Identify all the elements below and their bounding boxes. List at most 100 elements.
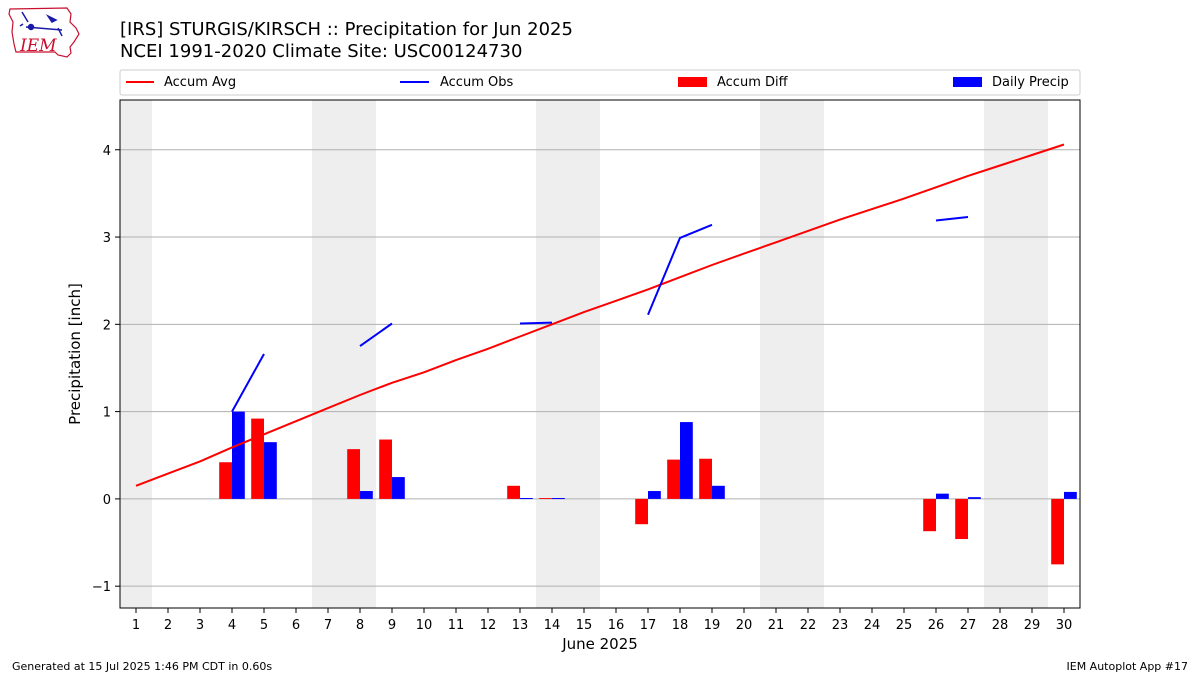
x-tick-label: 16 <box>608 618 625 633</box>
x-tick-label: 23 <box>832 618 849 633</box>
weekend-band <box>536 100 568 608</box>
y-axis-label: Precipitation [inch] <box>66 283 84 425</box>
x-tick-label: 19 <box>704 618 721 633</box>
daily-precip-bar <box>968 497 981 499</box>
x-tick-label: 21 <box>768 618 785 633</box>
grid-lines <box>120 149 1080 587</box>
weekend-band <box>312 100 344 608</box>
y-tick-label: 2 <box>103 318 111 333</box>
accum-obs-line <box>647 223 713 316</box>
legend-box <box>119 69 1081 96</box>
weather-station-icon <box>19 11 63 37</box>
daily-precip-bar <box>712 485 725 499</box>
x-tick-label: 8 <box>356 618 364 633</box>
accum-obs-line <box>359 322 393 347</box>
accum-obs-line <box>231 353 265 413</box>
logo-text: IEM <box>19 36 57 56</box>
accum-diff-bar <box>635 498 648 525</box>
legend: Accum Avg Accum Obs Accum Diff Daily Pre… <box>119 69 1081 96</box>
daily-precip-bar <box>360 491 373 499</box>
daily-precip-bar <box>1064 491 1077 499</box>
accum-diff-bar <box>379 439 392 499</box>
accum-diff-bar <box>1051 498 1064 565</box>
legend-swatch-accum-diff <box>678 77 707 87</box>
x-axis-ticks: 1 2 3 4 5 6 7 8 9 10 11 12 13 14 15 16 17 18 19 20 21 22 23 24 2… <box>132 608 1072 633</box>
x-tick-label: 4 <box>228 618 236 633</box>
x-tick-label: 27 <box>960 618 977 633</box>
weekend-band <box>760 100 792 608</box>
x-tick-label: 3 <box>196 618 204 633</box>
x-tick-label: 13 <box>512 618 529 633</box>
x-tick-label: 17 <box>640 618 657 633</box>
weekend-band <box>792 100 824 608</box>
y-axis-ticks: −1 0 1 2 3 4 <box>92 144 120 595</box>
x-tick-label: 14 <box>544 618 561 633</box>
x-tick-label: 15 <box>576 618 593 633</box>
y-tick-label: 3 <box>103 231 111 246</box>
daily-precip-bar <box>392 477 405 499</box>
daily-precip-bar <box>232 411 245 499</box>
x-tick-label: 1 <box>132 618 140 633</box>
x-tick-label: 30 <box>1056 618 1073 633</box>
weekend-band <box>984 100 1016 608</box>
chart-subtitle: NCEI 1991-2020 Climate Site: USC00124730 <box>120 41 522 62</box>
legend-label-daily-precip: Daily Precip <box>992 75 1069 90</box>
accum-diff-bar <box>347 449 360 499</box>
line-series <box>135 143 1065 487</box>
y-tick-label: −1 <box>92 580 111 595</box>
accum-obs-line <box>935 216 969 222</box>
daily-precip-bar <box>520 498 533 500</box>
x-tick-label: 2 <box>164 618 172 633</box>
chart-title: [IRS] STURGIS/KIRSCH :: Precipitation fo… <box>120 19 573 40</box>
x-tick-label: 24 <box>864 618 881 633</box>
accum-diff-bar <box>923 498 936 532</box>
legend-label-accum-avg: Accum Avg <box>164 75 236 90</box>
footer-app: IEM Autoplot App #17 <box>1067 660 1189 673</box>
weekend-shading <box>120 100 1048 608</box>
weekend-band <box>1016 100 1048 608</box>
x-tick-label: 7 <box>324 618 332 633</box>
legend-label-accum-obs: Accum Obs <box>440 75 513 90</box>
x-tick-label: 18 <box>672 618 689 633</box>
daily-precip-bar <box>264 442 277 499</box>
bar-series <box>219 411 1077 565</box>
x-tick-label: 28 <box>992 618 1009 633</box>
weekend-band <box>344 100 376 608</box>
x-axis-label: June 2025 <box>561 635 638 653</box>
accum-diff-bar <box>251 418 264 499</box>
daily-precip-bar <box>680 422 693 499</box>
accum-diff-bar <box>699 458 712 499</box>
accum-diff-bar <box>539 498 552 499</box>
y-tick-label: 4 <box>103 144 111 159</box>
x-tick-label: 10 <box>416 618 433 633</box>
x-tick-label: 5 <box>260 618 268 633</box>
accum-diff-bar <box>219 462 232 499</box>
x-tick-label: 26 <box>928 618 945 633</box>
legend-swatch-daily-precip <box>953 77 982 87</box>
x-tick-label: 29 <box>1024 618 1041 633</box>
accum-diff-bar <box>955 498 968 540</box>
x-tick-label: 22 <box>800 618 817 633</box>
daily-precip-bar <box>648 491 661 499</box>
legend-label-accum-diff: Accum Diff <box>717 75 789 90</box>
iem-logo: IEM <box>8 7 80 58</box>
x-tick-label: 11 <box>448 618 465 633</box>
x-tick-label: 20 <box>736 618 753 633</box>
plot-frame <box>119 99 1081 609</box>
accum-obs-line <box>519 321 553 325</box>
accum-avg-line <box>135 143 1065 487</box>
weekend-band <box>120 100 152 608</box>
x-tick-label: 12 <box>480 618 497 633</box>
x-tick-label: 6 <box>292 618 300 633</box>
footer-generated: Generated at 15 Jul 2025 1:46 PM CDT in … <box>12 660 272 673</box>
y-tick-label: 0 <box>103 493 111 508</box>
x-tick-label: 9 <box>388 618 396 633</box>
daily-precip-bar <box>936 493 949 499</box>
y-tick-label: 1 <box>103 406 111 421</box>
x-tick-label: 25 <box>896 618 913 633</box>
accum-diff-bar <box>507 485 520 499</box>
weekend-band <box>568 100 600 608</box>
daily-precip-bar <box>552 498 565 500</box>
accum-diff-bar <box>667 459 680 499</box>
